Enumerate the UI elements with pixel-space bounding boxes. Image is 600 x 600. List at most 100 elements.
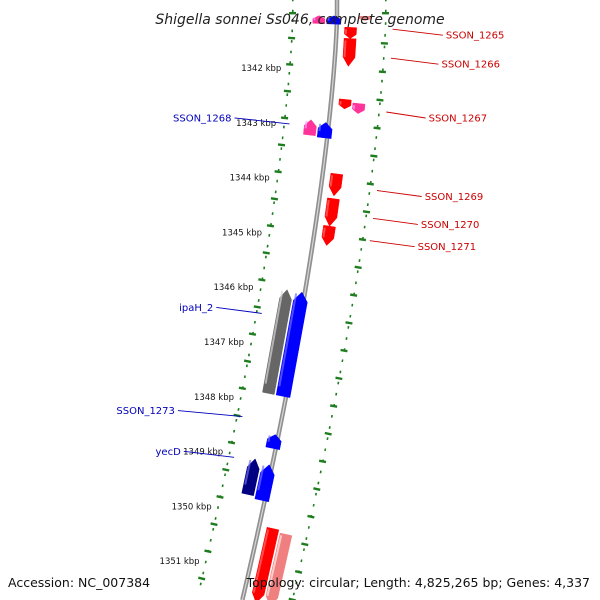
gene-label-leader — [369, 240, 415, 248]
gene-arrow[interactable] — [241, 458, 260, 496]
major-tick-right — [301, 542, 309, 547]
gene-arrow[interactable] — [254, 464, 275, 503]
gene-arrow[interactable] — [262, 289, 292, 395]
major-tick-left — [266, 224, 275, 228]
gene-arrow[interactable] — [324, 197, 340, 227]
major-tick-left — [262, 251, 270, 255]
major-tick-right — [324, 431, 332, 436]
gene-label[interactable]: SSON_1273 — [116, 406, 175, 417]
gene-arrow-sheen — [322, 227, 326, 238]
gene-arrow-sheen — [318, 123, 322, 132]
gene-label[interactable]: SSON_1270 — [421, 220, 480, 231]
major-tick-left — [248, 332, 257, 336]
gene-arrow[interactable] — [326, 15, 342, 25]
gene-arrow-body — [344, 26, 357, 39]
gene-layer — [241, 15, 372, 600]
gene-label-leader — [373, 217, 418, 225]
tick-label: 1350 kbp — [172, 502, 212, 512]
gene-arrow[interactable] — [321, 225, 336, 246]
major-tick-left — [227, 440, 236, 445]
major-tick-right — [354, 265, 362, 270]
tick-label: 1349 kbp — [183, 448, 223, 458]
major-tick-right — [329, 404, 338, 408]
major-tick-left — [274, 170, 282, 174]
gene-arrow[interactable] — [265, 434, 282, 450]
major-tick-left — [283, 89, 292, 93]
tick-label: 1348 kbp — [194, 393, 234, 403]
major-tick-right — [366, 182, 374, 186]
gene-label[interactable]: SSON_1267 — [429, 114, 488, 125]
gene-arrow-sheen — [252, 529, 270, 593]
gene-arrow-sheen — [267, 435, 271, 442]
gene-label-leader — [183, 450, 235, 458]
gene-arrow[interactable] — [312, 15, 326, 24]
tick-layer: 1342 kbp 1343 kbp 1344 kbp 1345 kbp 1346 kbp… — [160, 0, 389, 600]
gene-label[interactable]: SSON_1268 — [173, 113, 232, 124]
gene-arrow-sheen — [266, 535, 283, 597]
gene-arrow-sheen — [278, 293, 298, 387]
major-tick-left — [258, 278, 266, 282]
gene-arrow[interactable] — [265, 532, 293, 600]
gene-arrow[interactable] — [303, 119, 317, 136]
major-tick-left — [277, 143, 286, 147]
gene-arrow[interactable] — [358, 15, 372, 21]
major-tick-right — [378, 70, 386, 74]
gene-label[interactable]: ipaH_2 — [179, 303, 213, 314]
gene-arrow-sheen — [329, 175, 334, 187]
major-tick-right — [358, 237, 367, 242]
major-tick-left — [216, 495, 224, 499]
major-tick-left — [243, 359, 252, 364]
gene-arrow[interactable] — [352, 102, 366, 114]
gene-arrow[interactable] — [316, 122, 333, 139]
gene-arrow[interactable] — [328, 172, 344, 197]
major-tick-right — [313, 487, 321, 491]
gene-arrow-sheen — [264, 290, 284, 384]
tick-label: 1345 kbp — [222, 228, 262, 238]
major-tick-right — [294, 570, 303, 574]
gene-arrow-sheen — [343, 40, 347, 57]
gene-arrow-sheen — [325, 199, 330, 217]
major-tick-right — [345, 321, 353, 325]
gene-arrow-body — [265, 532, 293, 600]
gene-label[interactable]: yecD — [156, 447, 182, 458]
gene-label-leader — [392, 28, 443, 36]
accession-text: Accession: NC_007384 — [8, 575, 151, 590]
tick-label: 1344 kbp — [230, 174, 270, 184]
major-tick-right — [373, 126, 381, 130]
major-tick-left — [270, 197, 279, 201]
major-tick-left — [280, 116, 289, 120]
gene-arrow-body — [342, 38, 357, 67]
major-tick-right — [362, 210, 371, 214]
major-tick-left — [288, 36, 296, 40]
gene-arrow[interactable] — [344, 26, 357, 39]
major-tick-left — [286, 63, 294, 66]
major-tick-right — [340, 348, 348, 353]
tick-label: 1343 kbp — [236, 119, 276, 129]
gene-label[interactable]: SSON_1271 — [418, 242, 477, 253]
major-tick-left — [253, 305, 261, 309]
gene-label-leader — [376, 190, 422, 197]
gene-label-leader — [386, 111, 426, 119]
gene-arrow-sheen — [257, 465, 265, 491]
gene-arrow-body — [338, 98, 352, 110]
gene-arrow-sheen — [304, 121, 308, 129]
gene-arrow[interactable] — [275, 291, 308, 398]
major-tick-right — [335, 376, 343, 381]
gene-label-leader — [177, 410, 243, 418]
gene-arrow-sheen — [244, 459, 252, 485]
major-tick-left — [222, 467, 230, 472]
gene-arrow[interactable] — [338, 98, 352, 110]
gene-arrow[interactable] — [342, 38, 357, 67]
major-tick-left — [198, 576, 206, 581]
gene-arrow-body — [252, 527, 280, 600]
gene-arrow[interactable] — [252, 527, 280, 600]
gene-label-layer: SSON_1265 SSON_1266 SSON_1267 SSON_1268 SSON… — [116, 28, 505, 458]
gene-label[interactable]: SSON_1269 — [425, 192, 484, 203]
major-tick-left — [238, 386, 247, 391]
major-tick-right — [318, 459, 327, 464]
gene-arrow-body — [352, 102, 366, 114]
major-tick-right — [350, 293, 358, 297]
gene-label[interactable]: SSON_1266 — [442, 60, 501, 71]
gene-label[interactable]: SSON_1265 — [446, 31, 505, 42]
